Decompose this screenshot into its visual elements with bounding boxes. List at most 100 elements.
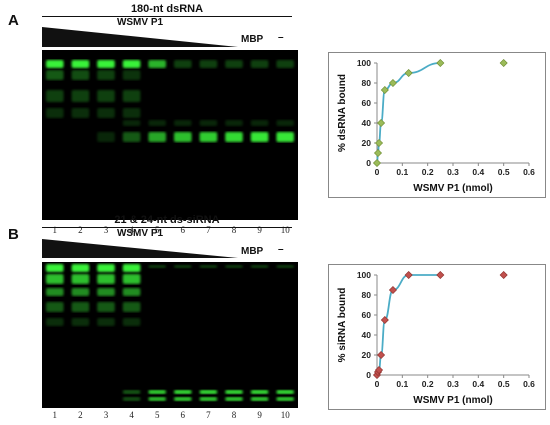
gel-band: [97, 70, 115, 80]
gel-band: [148, 60, 166, 68]
gel-band: [122, 274, 141, 284]
protein-label-a: WSMV P1: [116, 17, 164, 28]
gel-band: [97, 264, 115, 272]
gel-a-lane-number: 7: [206, 225, 211, 235]
y-tick-label: 20: [362, 138, 372, 148]
gel-band: [225, 132, 243, 142]
gel-band: [174, 60, 192, 68]
y-tick-label: 60: [362, 98, 372, 108]
gel-b-lane-number: 10: [280, 410, 290, 420]
gel-band: [276, 265, 294, 268]
gel-a-lane-number: 5: [154, 225, 160, 235]
gel-band: [148, 265, 166, 268]
gel-band: [71, 60, 90, 68]
gel-band: [97, 90, 115, 102]
binding-chart-b: 0 20 40 60 80 100 0 0.1 0.2 0.3 0.4 0.5 0.6 WSMV P1 (…: [328, 264, 546, 410]
titration-wedge-a: [42, 27, 238, 47]
data-point: [436, 58, 445, 68]
binding-chart-a: 0 20 40 60 80 100 0 0.1 0.2 0.3 0.4 0.5 0.6 WSMV P1 (…: [328, 52, 546, 198]
gel-band: [97, 274, 115, 284]
gel-band: [199, 120, 218, 126]
gel-band: [97, 302, 115, 312]
x-tick-label: 0.4: [472, 167, 484, 177]
gel-band: [199, 265, 218, 268]
data-point: [373, 148, 383, 158]
gel-a-lane-number: 10: [280, 225, 290, 235]
gel-b-lane-number: 8: [231, 410, 237, 420]
panel-letter-b: B: [8, 226, 19, 243]
y-axis-label: % dsRNA bound: [337, 74, 348, 152]
gel-band: [122, 70, 141, 80]
data-point: [372, 158, 382, 168]
x-tick-label: 0.2: [422, 379, 434, 389]
gel-a-lane-number: 3: [103, 225, 109, 235]
gel-band: [46, 90, 64, 102]
gel-band: [122, 108, 141, 118]
x-tick-label: 0.3: [447, 379, 459, 389]
gel-band: [225, 390, 243, 394]
data-point: [375, 138, 384, 148]
gel-a-lane-number: 4: [129, 225, 134, 235]
x-axis-label: WSMV P1 (nmol): [413, 395, 492, 406]
x-tick-label: 0.6: [523, 379, 535, 389]
y-tick-label: 60: [362, 310, 372, 320]
gel-band: [250, 60, 269, 68]
x-tick-label: 0.2: [422, 167, 434, 177]
gel-band: [148, 132, 166, 142]
gel-band: [148, 120, 166, 126]
gel-band: [46, 318, 64, 326]
gel-band: [71, 108, 90, 118]
protein-label-b: WSMV P1: [116, 228, 164, 239]
gel-b-lane-number: 1: [52, 410, 58, 420]
y-tick-label: 80: [362, 78, 372, 88]
gel-band: [225, 265, 243, 268]
gel-band: [122, 288, 141, 296]
data-point: [380, 85, 389, 95]
x-axis-label: WSMV P1 (nmol): [413, 183, 492, 194]
gel-band: [71, 70, 90, 80]
panel-b-title: 21 & 24-nt ds-siRNA: [114, 214, 220, 226]
x-tick-label: 0.5: [498, 379, 510, 389]
gel-band: [122, 120, 141, 126]
y-tick-label: 100: [357, 58, 371, 68]
gel-band: [71, 90, 90, 102]
neg-control-label-b: –: [278, 244, 284, 255]
gel-b-lane-number: 9: [257, 410, 262, 420]
gel-band: [71, 264, 90, 272]
gel-band: [46, 108, 64, 118]
mbp-label-a: MBP: [241, 34, 264, 45]
gel-band: [46, 288, 64, 296]
gel-band: [46, 60, 64, 68]
x-tick-label: 0.4: [472, 379, 484, 389]
x-tick-label: 0: [375, 167, 380, 177]
gel-b-lane-number: 5: [154, 410, 160, 420]
gel-band: [97, 318, 115, 326]
data-point: [436, 270, 445, 280]
title-rule-a: [42, 16, 292, 17]
gel-b-lane-number: 2: [78, 410, 83, 420]
gel-band: [71, 302, 90, 312]
gel-band: [71, 318, 90, 326]
titration-wedge-b: [42, 239, 238, 258]
gel-band: [148, 390, 166, 394]
gel-band: [122, 318, 141, 326]
y-tick-label: 0: [366, 158, 371, 168]
lane-numbers-a: 1 2 3 4 5 6 7 8 9 10: [42, 225, 298, 237]
gel-band: [46, 264, 64, 272]
x-tick-label: 0.5: [498, 167, 510, 177]
gel-band: [122, 390, 141, 394]
gel-band: [122, 132, 141, 142]
x-tick-label: 0.3: [447, 167, 459, 177]
mbp-label-b: MBP: [241, 246, 264, 257]
gel-image-a: [42, 50, 298, 220]
gel-band: [174, 390, 192, 394]
gel-band: [122, 60, 141, 68]
y-tick-label: 100: [357, 270, 371, 280]
data-point: [375, 365, 384, 375]
gel-band: [199, 397, 218, 401]
lane-numbers-b: 1 2 3 4 5 6 7 8 9 10: [42, 410, 298, 422]
gel-band: [174, 120, 192, 126]
fit-curve: [376, 274, 441, 376]
gel-band: [97, 132, 115, 142]
gel-band: [250, 390, 269, 394]
